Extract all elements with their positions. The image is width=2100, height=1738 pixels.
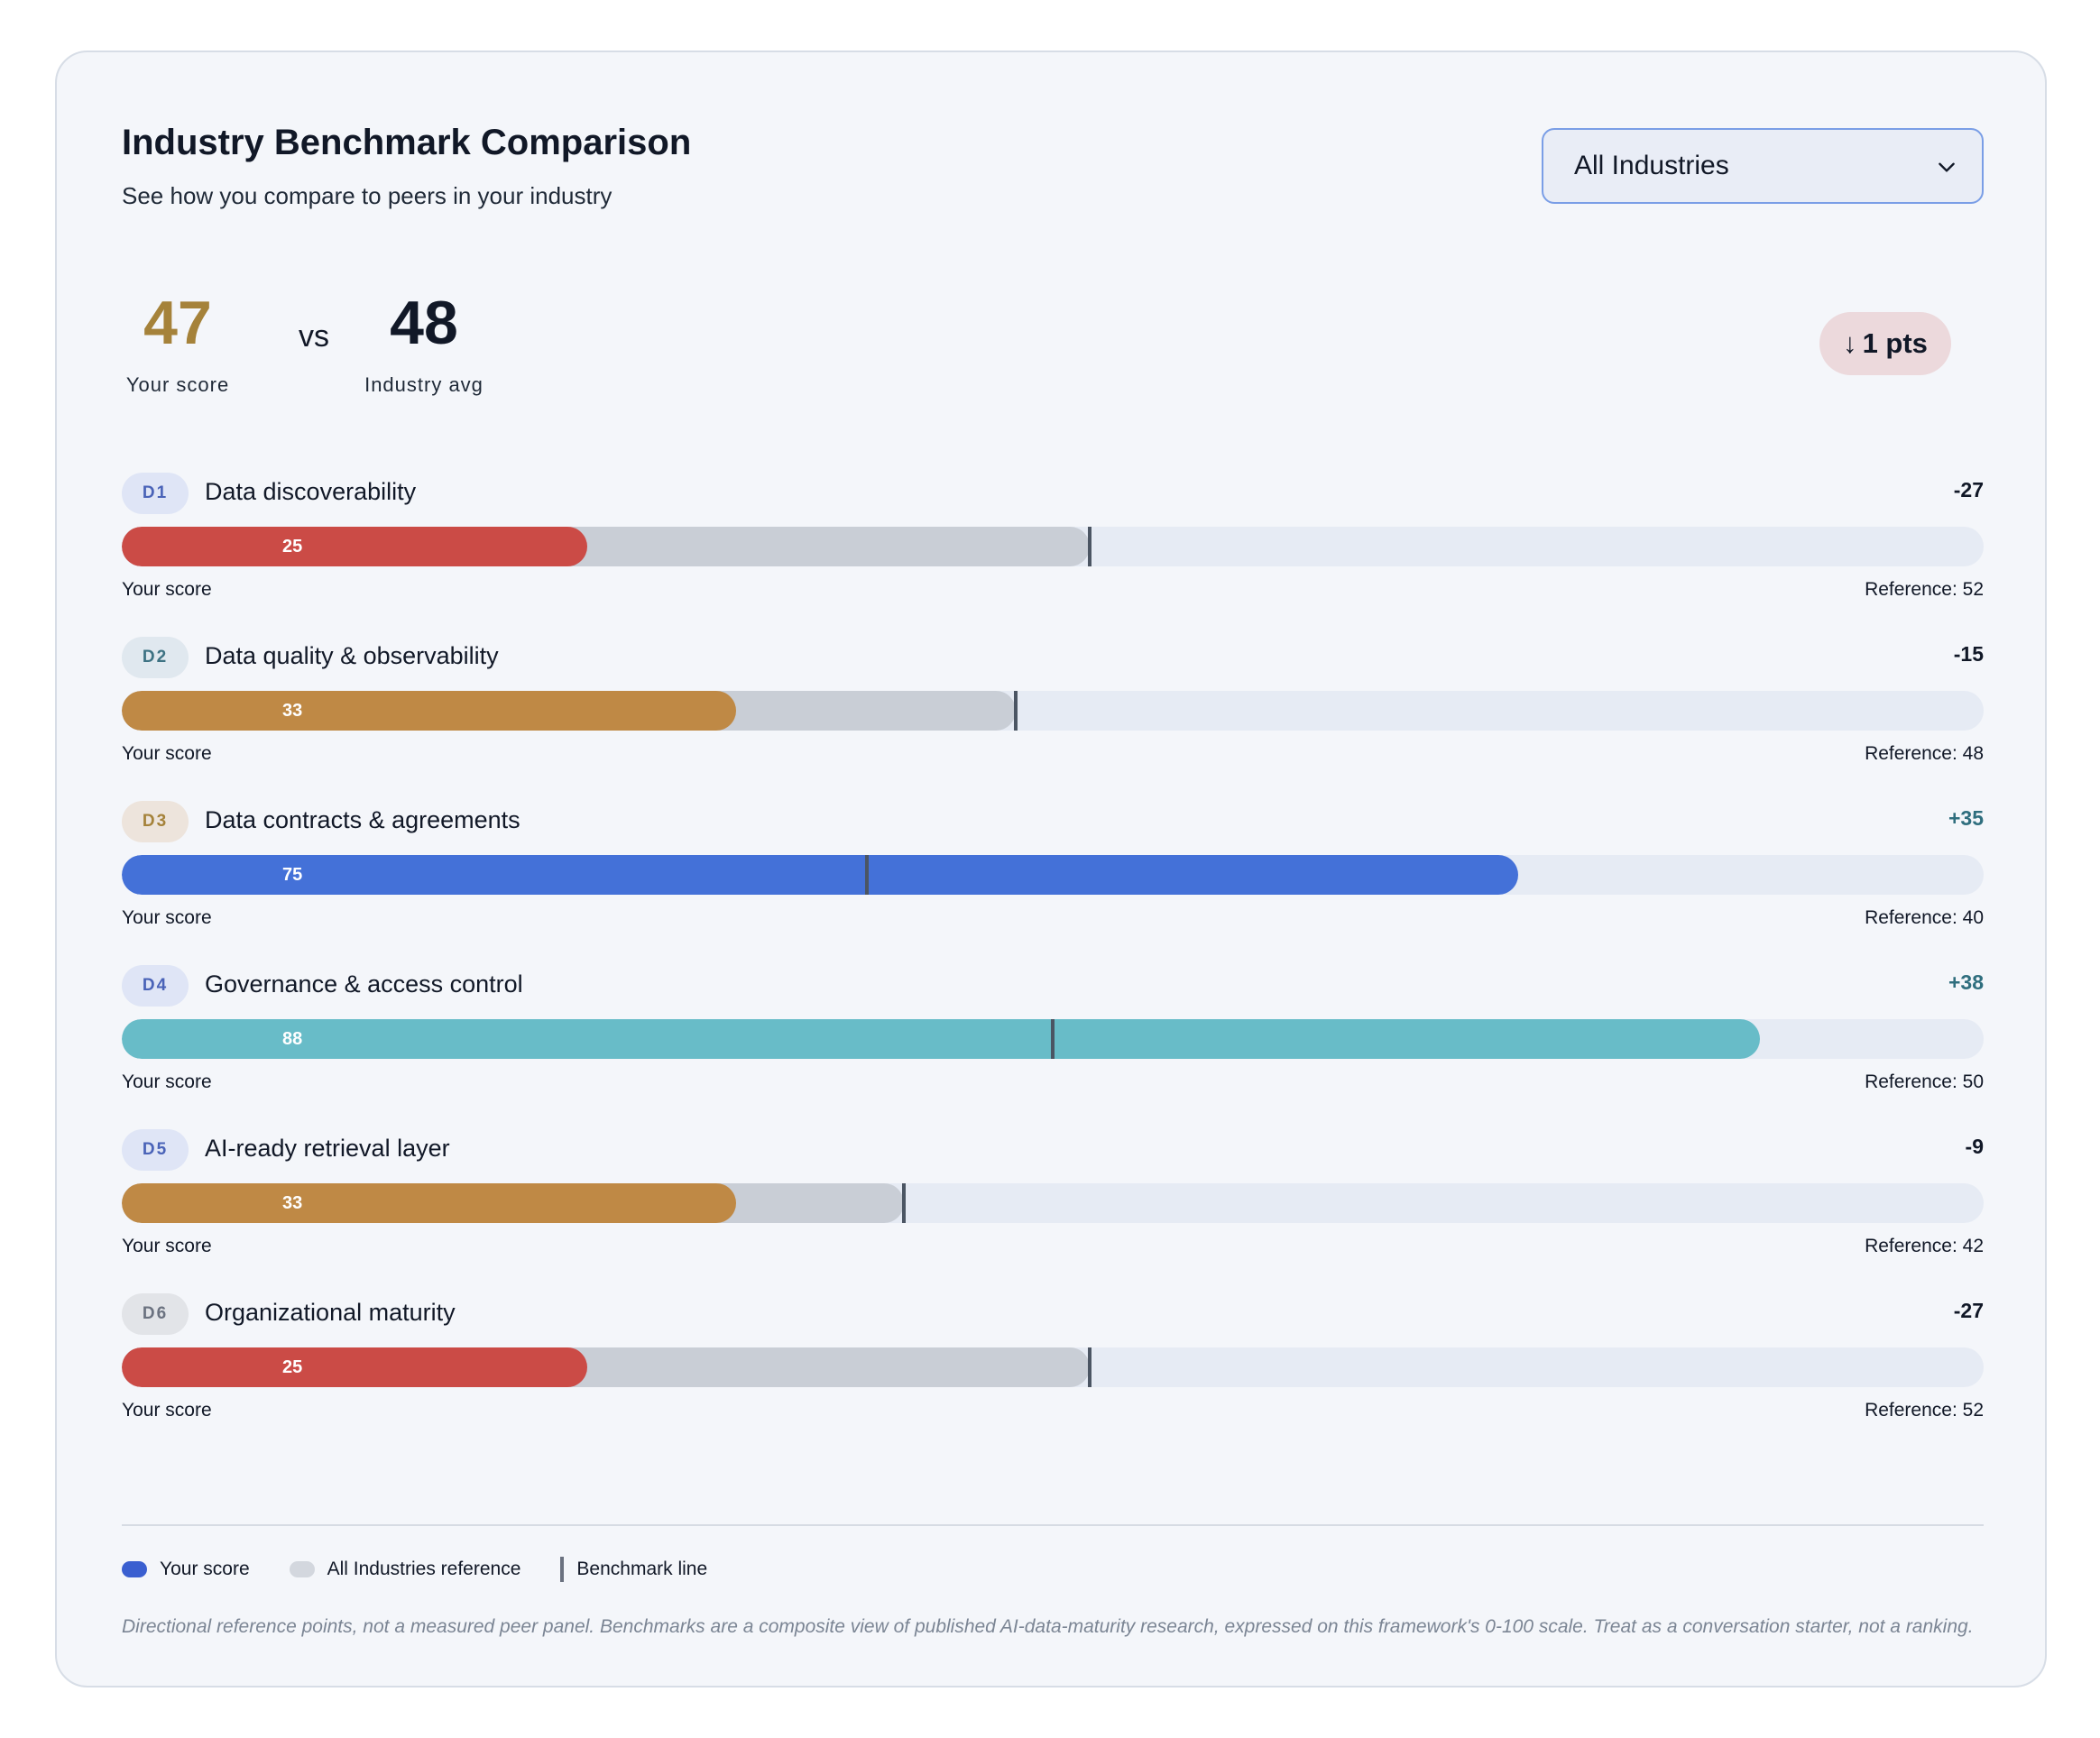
- your-score-value: 47: [143, 289, 212, 357]
- dimension-diff: +35: [1948, 806, 1984, 830]
- dimension-bar-track: 33: [122, 691, 1984, 731]
- score-bar-value: 25: [282, 537, 303, 556]
- industry-avg-label: Industry avg: [364, 373, 484, 396]
- score-bar: [122, 1183, 737, 1223]
- dimension-diff: -9: [1965, 1135, 1984, 1158]
- benchmark-marker: [1088, 527, 1092, 566]
- dimension-bar-track: 75: [122, 855, 1984, 895]
- dimension-code-badge: D3: [122, 801, 189, 842]
- score-bar-value: 75: [282, 865, 303, 885]
- divider: [122, 1524, 1984, 1526]
- dimension-bar-track: 88: [122, 1019, 1984, 1059]
- benchmark-marker: [1051, 1019, 1055, 1059]
- dimension-bar-track: 25: [122, 1347, 1984, 1387]
- dimension-diff: -15: [1953, 642, 1984, 666]
- benchmark-marker: [864, 855, 869, 895]
- industry-select[interactable]: All Industries: [1542, 128, 1984, 204]
- reference-caption: Reference: 50: [1865, 1071, 1984, 1092]
- dimension-code-badge: D4: [122, 965, 189, 1007]
- reference-caption: Reference: 42: [1865, 1236, 1984, 1256]
- reference-caption: Reference: 52: [1865, 1400, 1984, 1421]
- reference-caption: Reference: 40: [1865, 907, 1984, 928]
- legend-your-score: Your score: [122, 1559, 250, 1580]
- dimension-diff: +38: [1948, 970, 1984, 994]
- your-score-caption: Your score: [122, 907, 212, 928]
- chevron-down-icon: [1939, 162, 1955, 172]
- dimension-name: AI-ready retrieval layer: [205, 1135, 450, 1162]
- page-subtitle: See how you compare to peers in your ind…: [122, 182, 612, 209]
- your-score-caption: Your score: [122, 1400, 212, 1421]
- your-score-caption: Your score: [122, 743, 212, 764]
- dimension-name: Organizational maturity: [205, 1299, 456, 1326]
- arrow-down-icon: ↓: [1843, 327, 1857, 359]
- dimension-bar-track: 25: [122, 527, 1984, 566]
- dimension-bar-track: 33: [122, 1183, 1984, 1223]
- benchmark-marker: [1088, 1347, 1092, 1387]
- dimension-code-badge: D2: [122, 637, 189, 678]
- reference-caption: Reference: 52: [1865, 579, 1984, 600]
- score-bar: [122, 1347, 587, 1387]
- dimension-code-badge: D5: [122, 1129, 189, 1171]
- legend-reference-swatch: [289, 1561, 315, 1577]
- legend-reference-label: All Industries reference: [327, 1559, 521, 1579]
- industry-select-value: All Industries: [1574, 151, 1729, 180]
- benchmark-card: Industry Benchmark Comparison See how yo…: [55, 51, 2047, 1687]
- dimension-row: D6 Organizational maturity -27 25 Your score…: [122, 1293, 1984, 1447]
- score-bar: [122, 1019, 1761, 1059]
- legend-benchmark: Benchmark line: [560, 1557, 707, 1582]
- your-score-caption: Your score: [122, 1071, 212, 1092]
- industry-avg-block: 48 Industry avg: [356, 292, 492, 397]
- dimension-name: Data quality & observability: [205, 642, 499, 669]
- legend-reference: All Industries reference: [289, 1559, 521, 1580]
- legend-your-score-swatch: [122, 1561, 147, 1577]
- reference-caption: Reference: 48: [1865, 743, 1984, 764]
- your-score-caption: Your score: [122, 1236, 212, 1256]
- legend-benchmark-swatch: [560, 1557, 565, 1582]
- vs-label: vs: [299, 319, 329, 354]
- score-bar-value: 33: [282, 701, 303, 721]
- benchmark-marker: [901, 1183, 906, 1223]
- benchmark-marker: [1013, 691, 1018, 731]
- legend-your-score-label: Your score: [160, 1559, 250, 1579]
- score-bar-value: 88: [282, 1029, 303, 1049]
- your-score-block: 47 Your score: [122, 292, 234, 397]
- dimension-code-badge: D6: [122, 1293, 189, 1335]
- score-bar: [122, 691, 737, 731]
- dimension-name: Data contracts & agreements: [205, 806, 520, 833]
- dimension-row: D1 Data discoverability -27 25 Your score Ref…: [122, 473, 1984, 626]
- your-score-caption: Your score: [122, 579, 212, 600]
- legend-benchmark-label: Benchmark line: [576, 1559, 708, 1579]
- delta-badge: ↓ 1 pts: [1819, 312, 1951, 375]
- dimension-row: D2 Data quality & observability -15 33 Your …: [122, 637, 1984, 790]
- score-bar: [122, 855, 1518, 895]
- dimension-diff: -27: [1953, 1299, 1984, 1322]
- dimension-name: Data discoverability: [205, 478, 417, 505]
- dimension-code-badge: D1: [122, 473, 189, 514]
- score-bar-value: 33: [282, 1193, 303, 1213]
- dimension-diff: -27: [1953, 478, 1984, 501]
- dimension-name: Governance & access control: [205, 970, 523, 998]
- score-bar-value: 25: [282, 1357, 303, 1377]
- disclaimer-note: Directional reference points, not a meas…: [122, 1616, 1974, 1637]
- dimension-row: D4 Governance & access control +38 88 Your s…: [122, 965, 1984, 1118]
- score-summary: 47 Your score vs 48 Industry avg: [122, 292, 663, 409]
- dimension-row: D5 AI-ready retrieval layer -9 33 Your score…: [122, 1129, 1984, 1283]
- legend: Your score All Industries reference Benc…: [122, 1557, 747, 1582]
- your-score-label: Your score: [125, 373, 230, 396]
- dimension-row: D3 Data contracts & agreements +35 75 Your s…: [122, 801, 1984, 954]
- page-title: Industry Benchmark Comparison: [122, 123, 692, 162]
- score-bar: [122, 527, 587, 566]
- industry-avg-value: 48: [390, 289, 458, 357]
- delta-text: 1 pts: [1862, 327, 1928, 359]
